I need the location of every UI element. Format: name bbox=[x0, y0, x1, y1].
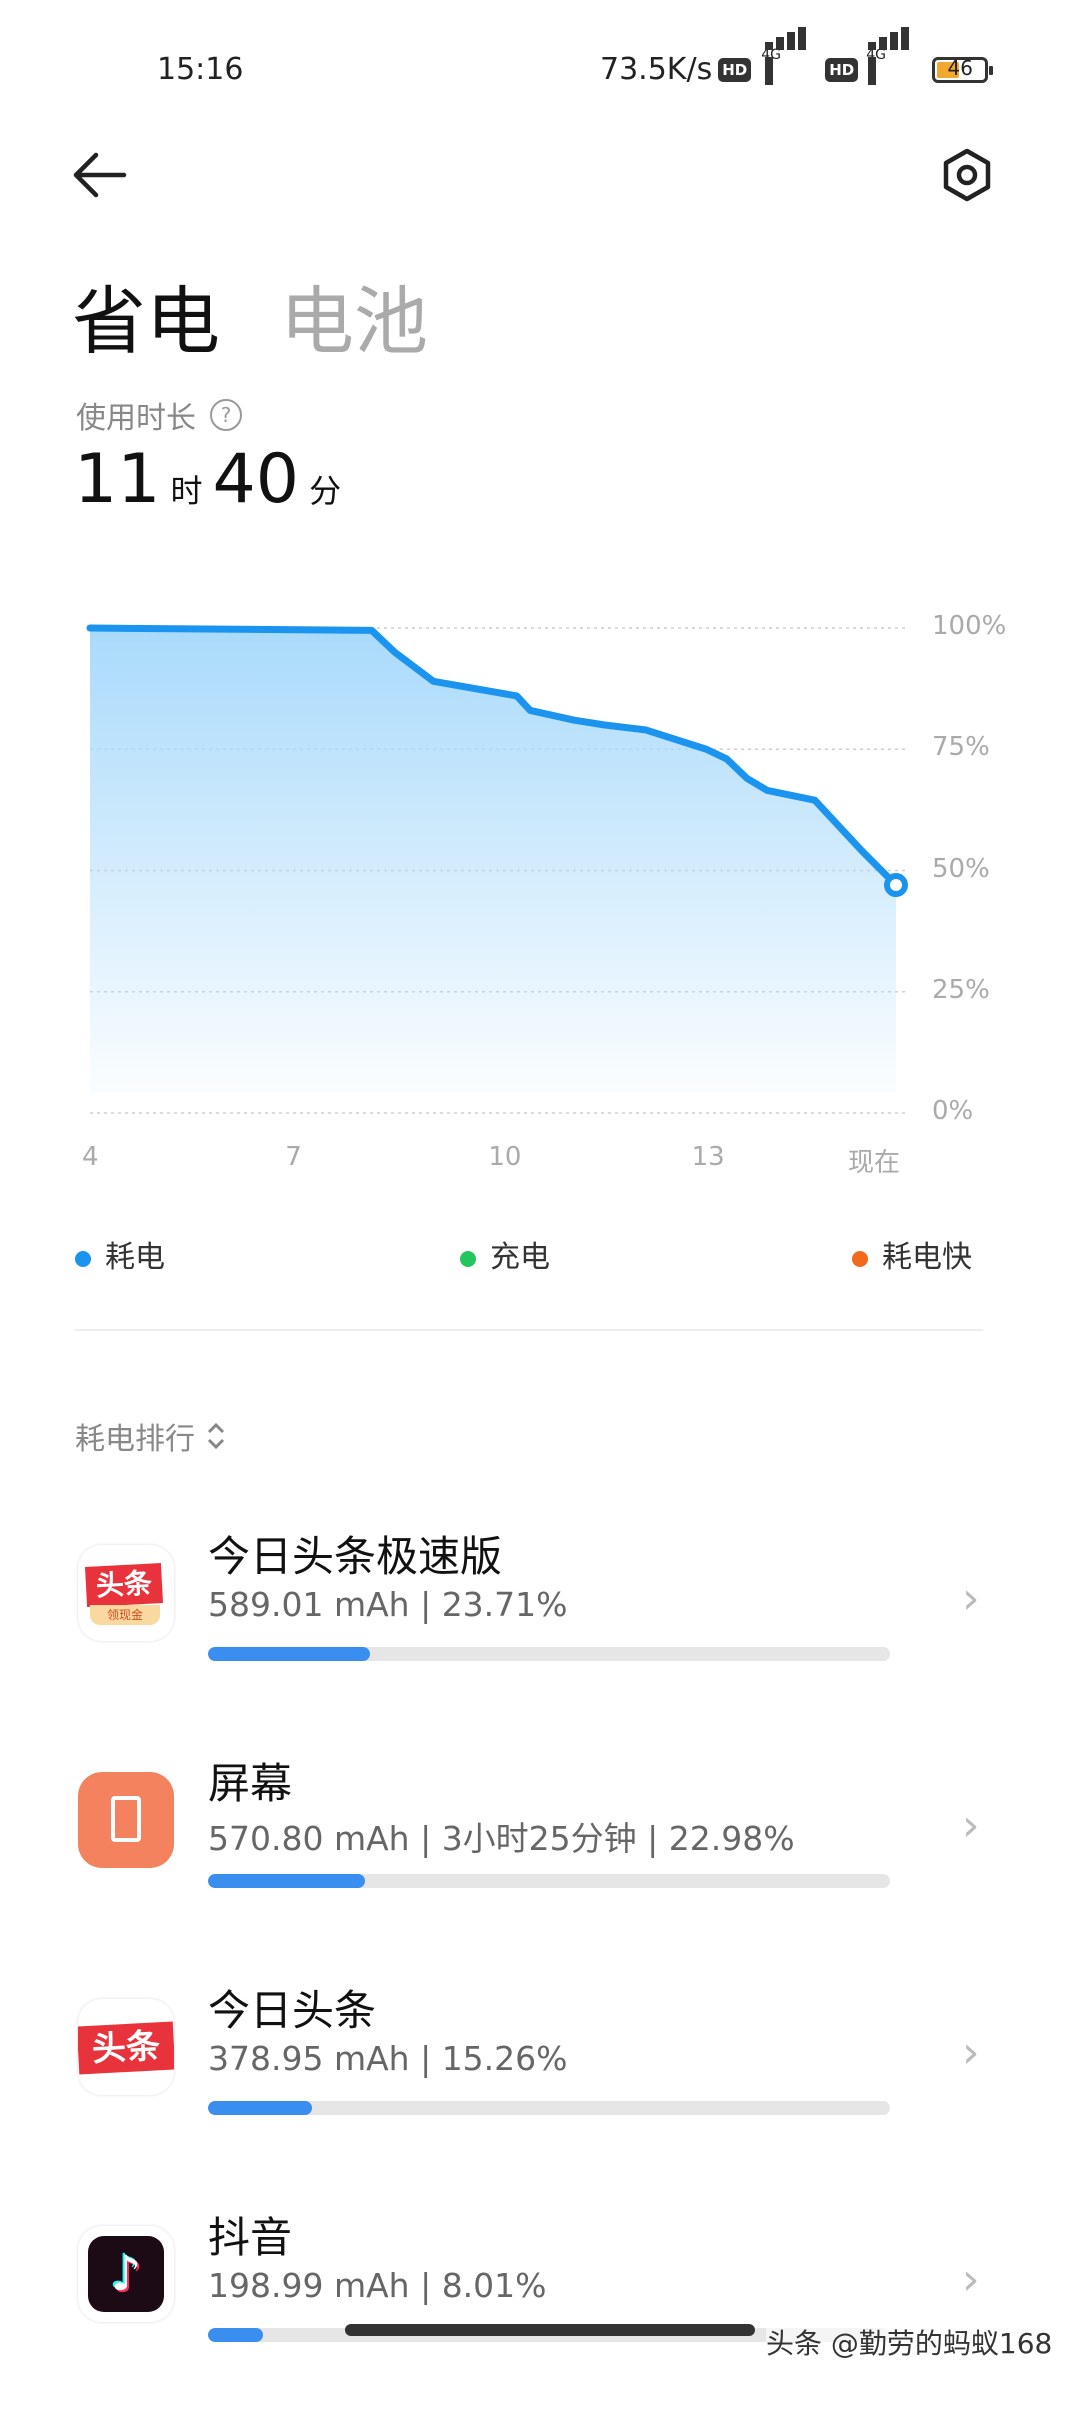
x-tick-label: 13 bbox=[691, 1142, 725, 1172]
toutiao-lite-icon: 头条 领现金 bbox=[78, 1545, 174, 1641]
battery-line bbox=[86, 624, 900, 889]
hd-icon: HD bbox=[825, 57, 859, 82]
signal-icon-1: 4G bbox=[757, 26, 819, 85]
usage-duration: 11 时 40 分 bbox=[74, 440, 341, 519]
usage-bar-fill bbox=[208, 2328, 263, 2342]
usage-hours: 11 bbox=[74, 440, 161, 519]
item-detail: 378.95 mAh | 15.26% bbox=[208, 2039, 568, 2078]
battery-area bbox=[90, 628, 896, 1093]
usage-bar-fill bbox=[208, 1874, 365, 1888]
signal-icon-2: 4G bbox=[864, 26, 920, 85]
legend-dot bbox=[852, 1250, 868, 1267]
divider bbox=[75, 1329, 983, 1331]
hexagon-settings-icon bbox=[943, 148, 991, 202]
x-tick-label: 现在 bbox=[848, 1148, 901, 1178]
usage-bar bbox=[208, 2101, 890, 2115]
chevron-right-icon: › bbox=[962, 2027, 980, 2078]
item-name: 今日头条极速版 bbox=[208, 1532, 503, 1581]
net-speed: 73.5K/s bbox=[600, 52, 713, 87]
usage-bar bbox=[208, 1874, 890, 1888]
usage-hours-unit: 时 bbox=[170, 472, 203, 510]
status-time: 15:16 bbox=[157, 52, 244, 87]
y-tick-label: 75% bbox=[932, 732, 990, 763]
gesture-nav-bar[interactable] bbox=[345, 2324, 755, 2336]
legend-dot bbox=[75, 1250, 91, 1267]
ranking-label: 耗电排行 bbox=[75, 1422, 195, 1457]
x-tick-label: 4 bbox=[82, 1142, 99, 1172]
chevron-right-icon: › bbox=[962, 1573, 980, 1624]
y-tick-label: 50% bbox=[932, 853, 990, 884]
item-detail: 570.80 mAh | 3小时25分钟 | 22.98% bbox=[208, 1819, 795, 1858]
item-detail: 589.01 mAh | 23.71% bbox=[208, 1585, 568, 1624]
douyin-icon: ♪ bbox=[78, 2226, 174, 2322]
x-tick-label: 7 bbox=[285, 1142, 302, 1172]
usage-bar-fill bbox=[208, 1647, 370, 1661]
y-tick-label: 100% bbox=[932, 611, 1007, 641]
hd-icon: HD bbox=[718, 57, 752, 82]
usage-label-row: 使用时长 ? bbox=[76, 393, 242, 437]
battery-icon: 46 bbox=[932, 55, 994, 83]
legend-charge: 充电 bbox=[460, 1232, 550, 1276]
help-icon[interactable]: ? bbox=[210, 399, 242, 431]
ranking-item-screen[interactable]: 屏幕 570.80 mAh | 3小时25分钟 | 22.98% › bbox=[0, 1759, 1080, 1972]
watermark: 头条 @勤劳的蚂蚁168 bbox=[766, 2322, 1053, 2362]
usage-minutes: 40 bbox=[212, 440, 300, 519]
usage-minutes-unit: 分 bbox=[309, 472, 342, 510]
ranking-sort-button[interactable]: 耗电排行 bbox=[75, 1414, 227, 1458]
legend-fast-drain: 耗电快 bbox=[852, 1232, 972, 1276]
y-tick-label: 0% bbox=[932, 1096, 974, 1126]
settings-button[interactable] bbox=[940, 148, 994, 202]
legend-dot bbox=[460, 1250, 476, 1267]
screen-icon bbox=[78, 1772, 174, 1868]
usage-label: 使用时长 bbox=[76, 401, 196, 436]
legend-discharge: 耗电 bbox=[75, 1232, 165, 1276]
ranking-item-toutiao-lite[interactable]: 头条 领现金 今日头条极速版 589.01 mAh | 23.71% › bbox=[0, 1532, 1080, 1745]
back-button[interactable] bbox=[72, 150, 128, 200]
item-name: 抖音 bbox=[208, 2213, 293, 2262]
item-detail: 198.99 mAh | 8.01% bbox=[208, 2266, 547, 2305]
item-name: 屏幕 bbox=[208, 1759, 293, 1808]
tab-power-saving[interactable]: 省电 bbox=[72, 279, 220, 365]
status-icons: 73.5K/s HD 4G HD 4G 46 bbox=[600, 26, 994, 87]
arrow-left-icon bbox=[73, 152, 127, 198]
usage-bar bbox=[208, 1647, 890, 1661]
sort-updown-icon bbox=[207, 1422, 225, 1450]
chevron-right-icon: › bbox=[962, 1800, 980, 1851]
usage-bar-fill bbox=[208, 2101, 313, 2115]
chevron-right-icon: › bbox=[962, 2254, 980, 2305]
battery-level: 46 bbox=[947, 55, 973, 80]
y-tick-label: 25% bbox=[932, 974, 990, 1005]
toutiao-icon: 头条 bbox=[78, 1999, 174, 2095]
x-tick-label: 10 bbox=[488, 1142, 522, 1172]
tab-battery[interactable]: 电池 bbox=[280, 279, 428, 365]
item-name: 今日头条 bbox=[208, 1986, 377, 2035]
ranking-item-toutiao[interactable]: 头条 今日头条 378.95 mAh | 15.26% › bbox=[0, 1986, 1080, 2199]
current-level-marker bbox=[884, 873, 908, 898]
battery-level-chart bbox=[86, 624, 908, 1114]
